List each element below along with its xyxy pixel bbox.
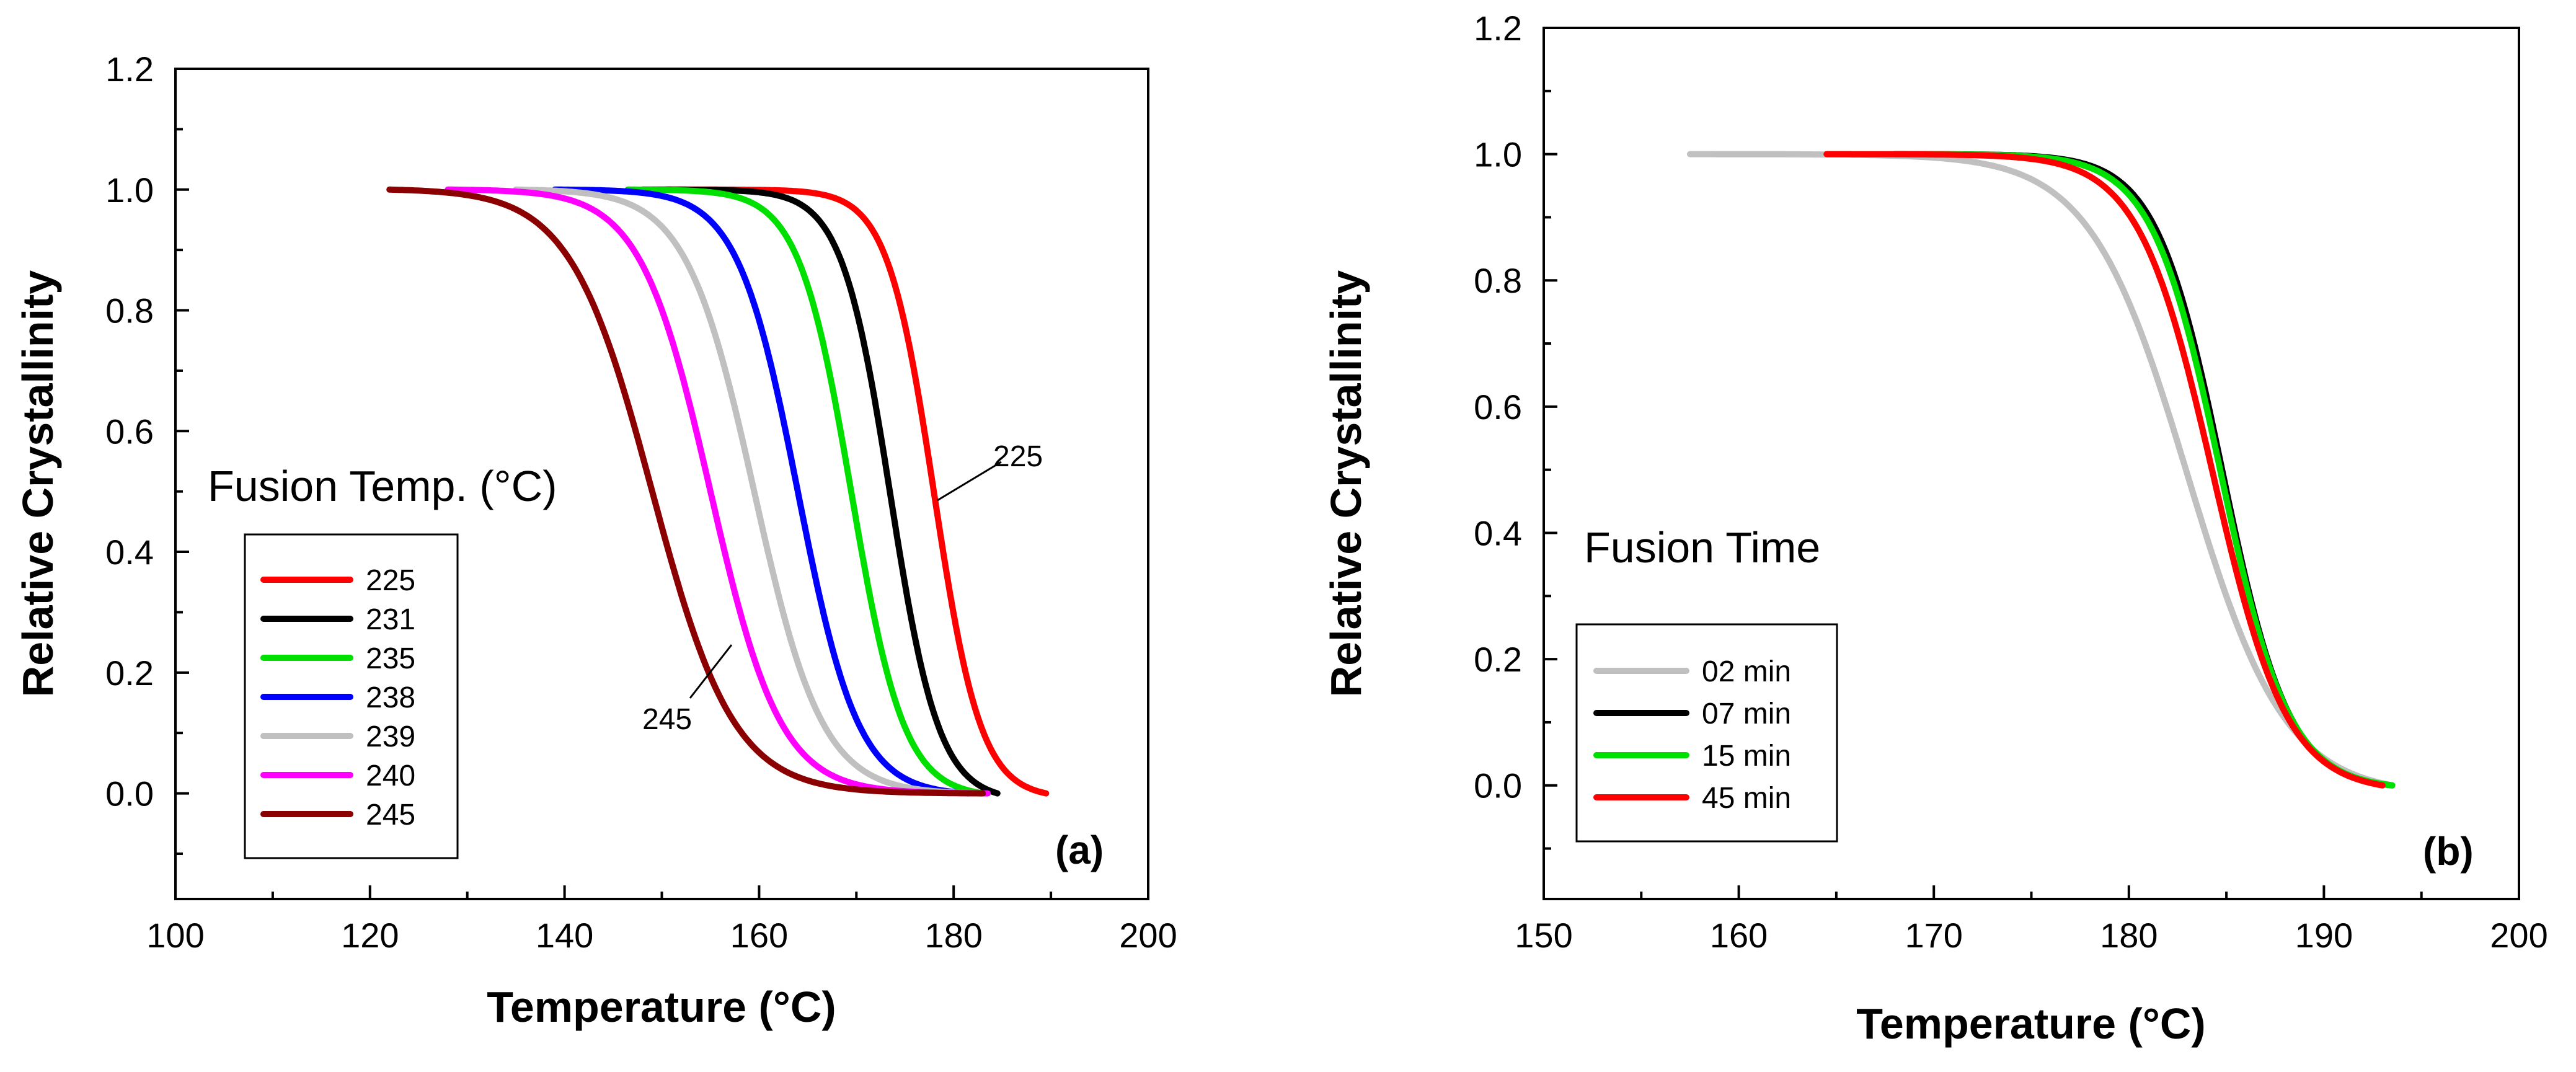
panel-a-y-tick-label: 1.2 — [105, 50, 154, 89]
panel-a-y-tick-label: 0.2 — [105, 653, 154, 693]
panel-b-chart: 150 160 170 180 190 200 0.0 0.2 0.4 0.6 0.8 1.0 1.2… — [1322, 9, 2548, 1048]
panel-b-y-tick-label: 1.2 — [1474, 9, 1522, 48]
panel-a-x-tick-label: 100 — [146, 916, 204, 955]
panel-a-legend-label: 245 — [366, 799, 415, 831]
panel-a-y-tick-label: 0.6 — [105, 412, 154, 451]
panel-b-y-axis-title: Relative Crystallinity — [1322, 270, 1370, 698]
panel-b-x-axis-title: Temperature (°C) — [1856, 999, 2205, 1048]
panel-a-y-tick-label: 0.0 — [105, 774, 154, 813]
panel-a-y-axis-title: Relative Crystallinity — [14, 270, 62, 698]
panel-a-series-238 — [551, 186, 972, 797]
panel-b-y-ticks: 0.0 0.2 0.4 0.6 0.8 1.0 1.2 — [1474, 9, 1557, 850]
panel-a-series-245 — [386, 186, 986, 797]
panel-a-y-tick-label: 0.8 — [105, 291, 154, 330]
panel-a-x-tick-label: 140 — [536, 916, 593, 955]
panel-b-y-tick-label: 0.8 — [1474, 261, 1522, 300]
panel-a-curves — [386, 186, 1050, 797]
panel-b-y-tick-label: 0.6 — [1474, 388, 1522, 427]
panel-a-series-235 — [624, 186, 986, 797]
panel-a-series-239 — [513, 186, 981, 797]
panel-a-callout-245-leader — [689, 644, 733, 699]
panel-a-callout-245: 245 — [642, 703, 692, 736]
panel-a-x-tick-label: 120 — [341, 916, 399, 955]
panel-b-x-ticks: 150 160 170 180 190 200 — [1515, 885, 2548, 955]
panel-b-series-02-min — [1686, 151, 2396, 789]
panel-a-x-ticks: 100 120 140 160 180 200 — [146, 885, 1177, 955]
panel-b-legend-title: Fusion Time — [1584, 523, 1820, 572]
panel-a-y-tick-label: 0.4 — [105, 533, 154, 572]
panel-a-legend-label: 240 — [366, 760, 415, 792]
panel-b-y-tick-label: 0.0 — [1474, 766, 1522, 805]
panel-a-legend-label: 231 — [366, 603, 415, 636]
panel-b-legend — [1575, 623, 1838, 843]
panel-a-label: (a) — [1055, 828, 1104, 872]
panel-b-x-tick-label: 180 — [2100, 916, 2158, 955]
panel-b-x-tick-label: 160 — [1710, 916, 1768, 955]
panel-b-x-tick-label: 200 — [2490, 916, 2547, 955]
panel-a-legend-label: 238 — [366, 681, 415, 714]
panel-b-x-tick-label: 170 — [1905, 916, 1962, 955]
panel-b-legend-label: 02 min — [1702, 655, 1791, 688]
panel-a-x-tick-label: 180 — [924, 916, 982, 955]
panel-b-legend-label: 15 min — [1702, 740, 1791, 773]
panel-b-x-tick-label: 150 — [1515, 916, 1572, 955]
panel-a-legend-label: 225 — [366, 564, 415, 597]
panel-b-legend-entries: 02 min 07 min 15 min 45 min — [1593, 655, 1791, 815]
panel-a-y-tick-label: 1.0 — [105, 171, 154, 210]
panel-b-legend-label: 45 min — [1702, 782, 1791, 815]
panel-a-legend-label: 239 — [366, 720, 415, 753]
panel-b-y-tick-label: 0.2 — [1474, 640, 1522, 679]
panel-a-x-tick-label: 200 — [1119, 916, 1177, 955]
panel-a-callout-225: 225 — [993, 440, 1043, 473]
panel-a-callout-225-leader — [937, 461, 1002, 502]
panel-b-y-tick-label: 0.4 — [1474, 513, 1522, 552]
panel-b-series-07-min — [1892, 151, 2396, 789]
panel-a-legend-title: Fusion Temp. (°C) — [208, 462, 557, 510]
panel-a-legend-label: 235 — [366, 642, 415, 675]
panel-b-x-tick-label: 190 — [2295, 916, 2353, 955]
panel-a-legend-entries: 225 231 235 238 239 240 245 — [260, 564, 415, 831]
panel-b-series-45-min — [1823, 151, 2386, 789]
panel-b-curves — [1686, 151, 2396, 789]
panel-b-label: (b) — [2423, 829, 2474, 874]
panel-a-chart: 100 120 140 160 180 200 0.0 0.2 0.4 0.6 0.8 1.0 1.2… — [14, 50, 1177, 1031]
panel-a-x-tick-label: 160 — [730, 916, 788, 955]
panel-b-legend-label: 07 min — [1702, 698, 1791, 730]
panel-a-y-ticks: 0.0 0.2 0.4 0.6 0.8 1.0 1.2 — [105, 50, 189, 855]
panel-a-x-axis-title: Temperature (°C) — [487, 983, 836, 1031]
panel-b-y-tick-label: 1.0 — [1474, 135, 1522, 174]
